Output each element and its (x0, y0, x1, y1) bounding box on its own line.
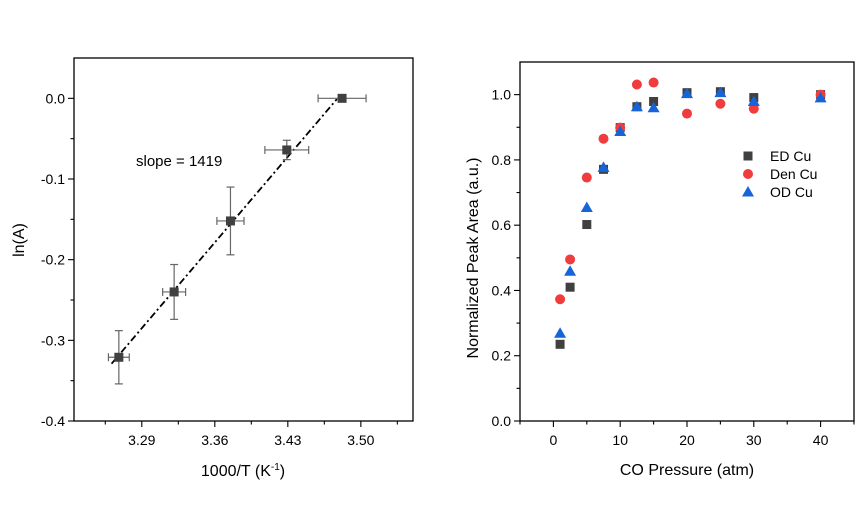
data-point-od-cu (564, 265, 577, 276)
data-point-den-cu (682, 108, 692, 119)
legend-marker-triangle-icon (742, 186, 754, 197)
legend-label: ED Cu (770, 148, 811, 164)
data-point-ln-a (337, 93, 347, 103)
data-point-ed-cu (555, 339, 565, 349)
data-point-od-cu (647, 101, 660, 113)
data-point-den-cu (648, 77, 659, 88)
data-point-ln-a (114, 352, 124, 362)
data-point-od-cu (814, 91, 827, 103)
y-tick-label: 0.0 (492, 413, 512, 429)
x-tick-label: 0 (550, 432, 558, 448)
y-axis-label: ln(A) (11, 223, 28, 257)
data-point-ln-a (282, 145, 292, 155)
legend-marker-circle-icon (743, 169, 753, 179)
data-point-od-cu (597, 161, 610, 172)
data-point-od-cu (630, 100, 643, 112)
axis-ticks: 3.29 3.36 3.43 3.50 0.0 -0.1 -0.2 -0.3 -0.4 (41, 90, 398, 448)
legend-item: ED Cu (743, 148, 811, 164)
legend: ED Cu Den Cu OD Cu (742, 148, 817, 200)
y-tick-label: 0.8 (492, 152, 512, 168)
data-point-od-cu (681, 87, 693, 99)
y-axis-label: Normalized Peak Area (a.u.) (465, 158, 482, 359)
x-tick-label: 40 (813, 432, 829, 448)
x-tick-label: 10 (612, 432, 628, 448)
x-tick-label: 3.43 (274, 432, 301, 448)
y-tick-label: -0.3 (41, 332, 65, 348)
arrhenius-chart: 3.29 3.36 3.43 3.50 0.0 -0.1 -0.2 -0.3 -0.4 slop… (11, 57, 414, 480)
plot-frame (73, 57, 414, 422)
data-point-den-cu (598, 133, 609, 144)
data-point-od-cu (554, 327, 567, 338)
data-point-ed-cu (582, 220, 592, 230)
data-point-ed-cu (565, 282, 575, 292)
y-tick-label: 0.2 (492, 348, 512, 364)
legend-item: OD Cu (742, 184, 813, 200)
data-points (107, 93, 367, 385)
x-tick-label: 3.50 (347, 432, 374, 448)
data-points (554, 77, 827, 349)
y-tick-label: -0.2 (41, 252, 65, 268)
y-tick-label: 0.0 (46, 90, 66, 106)
axis-ticks: 0 10 20 30 40 0.0 0.2 0.4 0.6 0.8 1.0 (492, 87, 855, 448)
data-point-od-cu (714, 86, 727, 98)
x-tick-label: 3.36 (201, 432, 228, 448)
data-point-den-cu (565, 254, 576, 265)
y-tick-label: 1.0 (492, 87, 512, 103)
x-tick-label: 20 (679, 432, 695, 448)
data-point-od-cu (614, 125, 627, 137)
data-point-ed-cu (649, 96, 659, 106)
data-point-den-cu (631, 79, 642, 90)
data-point-den-cu (555, 294, 566, 305)
data-point-den-cu (715, 98, 726, 109)
x-tick-label: 30 (746, 432, 762, 448)
data-point-od-cu (747, 95, 760, 106)
x-tick-label: 3.29 (128, 432, 155, 448)
data-point-den-cu (748, 103, 759, 114)
y-tick-label: 0.6 (492, 217, 512, 233)
y-tick-label: -0.1 (41, 171, 65, 187)
data-point-ln-a (225, 216, 235, 226)
legend-label: Den Cu (770, 166, 817, 182)
x-axis-label: 1000/T (K-1) (201, 462, 285, 480)
fit-line-group (110, 98, 338, 365)
data-point-od-cu (580, 201, 593, 213)
x-axis-label: CO Pressure (atm) (620, 462, 754, 479)
data-point-den-cu (581, 172, 592, 183)
slope-annotation: slope = 1419 (136, 153, 222, 170)
y-tick-label: 0.4 (492, 282, 512, 298)
pressure-chart: 0 10 20 30 40 0.0 0.2 0.4 0.6 0.8 1.0 ED Cu Den Cu O… (465, 61, 855, 479)
legend-item: Den Cu (743, 166, 817, 182)
y-tick-label: -0.4 (41, 413, 65, 429)
data-point-ln-a (169, 287, 179, 297)
legend-marker-square-icon (743, 151, 753, 161)
fit-line (110, 98, 338, 365)
legend-label: OD Cu (770, 184, 813, 200)
